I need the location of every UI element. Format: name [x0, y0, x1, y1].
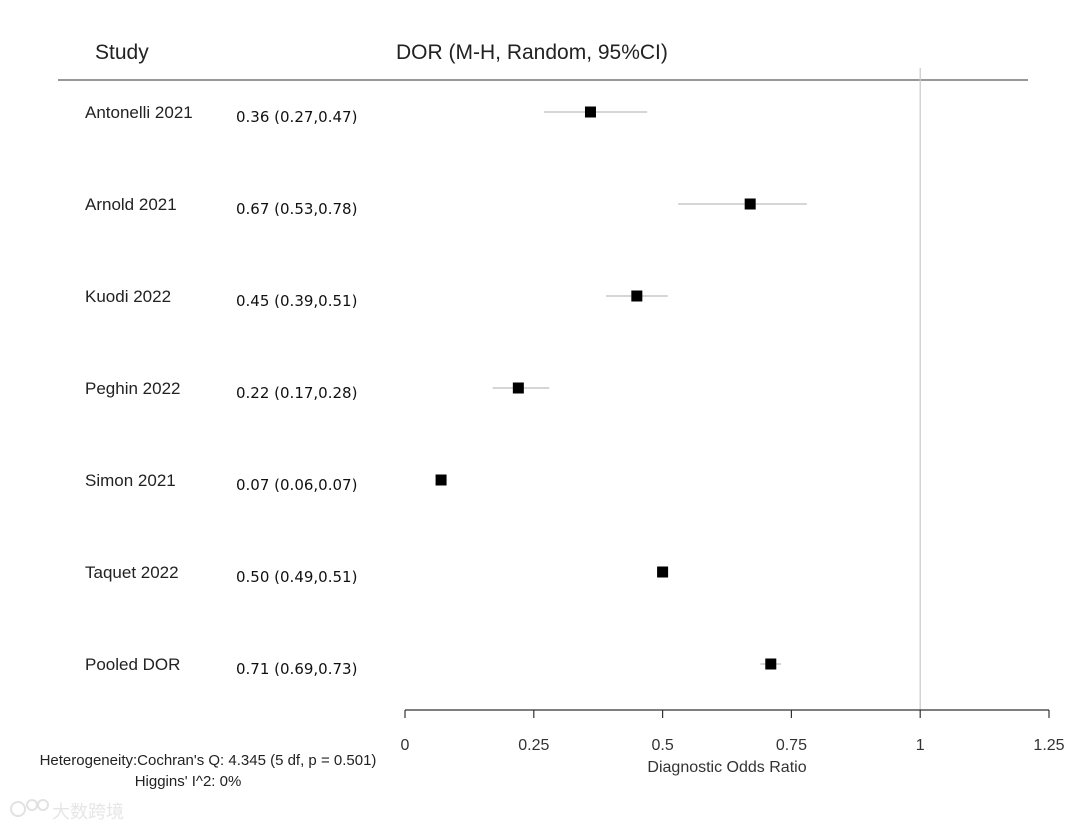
- estimate-label: 0.67 (0.53,0.78): [236, 200, 357, 218]
- estimate-label: 0.50 (0.49,0.51): [236, 568, 357, 586]
- study-label: Kuodi 2022: [85, 287, 171, 306]
- study-label: Simon 2021: [85, 471, 176, 490]
- estimate-column-header: DOR (M-H, Random, 95%CI): [396, 41, 668, 64]
- study-label: Peghin 2022: [85, 379, 180, 398]
- study-label: Pooled DOR: [85, 655, 180, 674]
- point-estimate-marker: [584, 106, 596, 118]
- x-tick-label: 0.25: [518, 737, 549, 754]
- x-axis-label: Diagnostic Odds Ratio: [647, 759, 806, 776]
- heterogeneity-line-2: Higgins' I^2: 0%: [135, 773, 242, 790]
- study-label: Antonelli 2021: [85, 103, 193, 122]
- x-tick-label: 1: [916, 737, 925, 754]
- pooled-estimate-marker: [765, 658, 777, 670]
- point-estimate-marker: [435, 474, 447, 486]
- plot-area: Antonelli 2021 0.36 (0.27,0.47) Arnold 202…: [85, 68, 1065, 754]
- estimate-label: 0.71 (0.69,0.73): [236, 660, 357, 678]
- point-estimate-marker: [512, 382, 524, 394]
- estimate-label: 0.36 (0.27,0.47): [236, 108, 357, 126]
- x-tick-label: 0: [401, 737, 410, 754]
- study-label: Taquet 2022: [85, 563, 179, 582]
- point-estimate-marker: [744, 198, 756, 210]
- estimate-label: 0.22 (0.17,0.28): [236, 384, 357, 402]
- x-tick-label: 1.25: [1033, 737, 1064, 754]
- study-column-header: Study: [95, 41, 149, 64]
- watermark-logo-icon: [10, 799, 49, 817]
- estimate-label: 0.45 (0.39,0.51): [236, 292, 357, 310]
- point-estimate-marker: [631, 290, 643, 302]
- x-tick-label: 0.75: [776, 737, 807, 754]
- x-tick-label: 0.5: [651, 737, 673, 754]
- point-estimate-marker: [657, 566, 669, 578]
- heterogeneity-line-1: Heterogeneity:Cochran's Q: 4.345 (5 df, …: [40, 752, 377, 769]
- estimate-label: 0.07 (0.06,0.07): [236, 476, 357, 494]
- watermark-text: 大数跨境: [52, 802, 124, 823]
- study-label: Arnold 2021: [85, 195, 177, 214]
